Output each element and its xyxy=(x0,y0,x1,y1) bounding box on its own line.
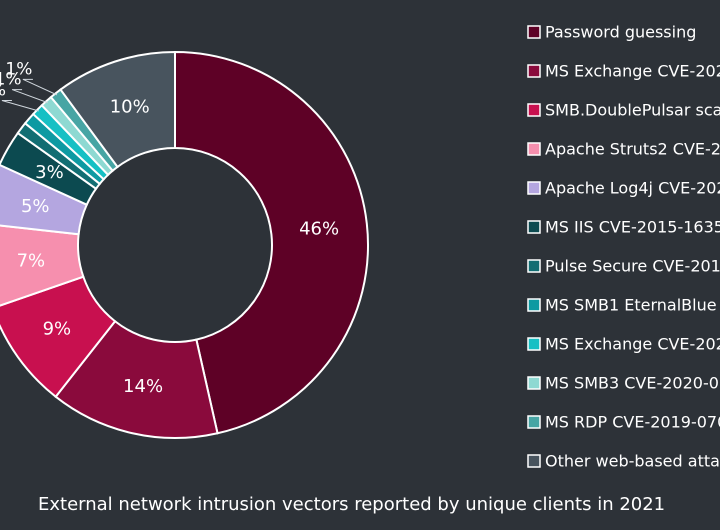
leader-line xyxy=(22,78,58,96)
legend-swatch xyxy=(527,142,541,156)
pie-slice xyxy=(59,50,176,169)
legend-swatch xyxy=(527,181,541,195)
slice-label: 1% xyxy=(0,70,22,90)
legend-label: MS IIS CVE-2015-1635 xyxy=(545,218,720,237)
slice-label: 10% xyxy=(110,97,150,118)
pie-slice xyxy=(174,50,369,435)
pie-slice xyxy=(0,163,89,236)
legend-label: MS Exchange CVE-2021- xyxy=(545,62,720,81)
legend-swatch xyxy=(527,103,541,117)
legend-swatch xyxy=(527,337,541,351)
slice-label: 9% xyxy=(43,319,72,340)
legend-swatch xyxy=(527,64,541,78)
legend-swatch xyxy=(527,298,541,312)
slice-label: 5% xyxy=(21,196,50,217)
legend-swatch xyxy=(527,415,541,429)
legend-label: MS Exchange CVE-202 xyxy=(545,335,720,354)
pie-slice xyxy=(0,275,117,399)
legend-label: Apache Log4j CVE-202 xyxy=(545,179,720,198)
legend-label: Other web-based attac xyxy=(545,452,720,471)
legend-swatch xyxy=(527,454,541,468)
legend-swatch xyxy=(527,220,541,234)
legend-swatch xyxy=(527,25,541,39)
slice-label: 3% xyxy=(35,162,64,183)
legend-label: Password guessing xyxy=(545,23,696,42)
legend-label: SMB.DoublePulsar scan xyxy=(545,101,720,120)
leader-line xyxy=(1,99,40,112)
legend-label: MS RDP CVE-2019-070 xyxy=(545,413,720,432)
legend-label: MS SMB1 EternalBlue xyxy=(545,296,717,315)
legend-swatch xyxy=(527,259,541,273)
slice-label: % xyxy=(0,80,6,100)
pie-slice xyxy=(0,224,85,307)
slice-label: 14% xyxy=(123,376,163,397)
slice-label: 7% xyxy=(17,251,46,272)
slice-label: 1% xyxy=(5,59,32,79)
leader-line xyxy=(11,89,48,104)
legend-swatch xyxy=(527,376,541,390)
slice-label: 46% xyxy=(299,218,339,239)
legend-label: Apache Struts2 CVE-20 xyxy=(545,140,720,159)
legend-label: MS SMB3 CVE-2020-0 xyxy=(545,374,719,393)
chart-title: External network intrusion vectors repor… xyxy=(38,494,666,515)
legend-label: Pulse Secure CVE-2019 xyxy=(545,257,720,276)
